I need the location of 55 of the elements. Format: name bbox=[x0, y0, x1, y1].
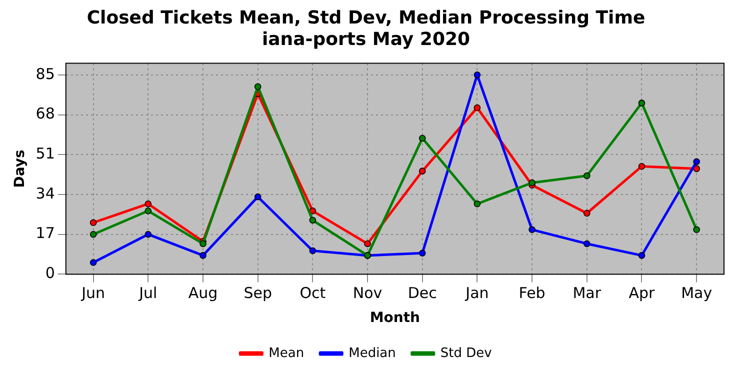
x-tick-label: Nov bbox=[352, 284, 382, 302]
point bbox=[638, 162, 646, 170]
point bbox=[200, 252, 206, 259]
point bbox=[90, 219, 97, 226]
x-tick-label: Mar bbox=[572, 284, 602, 302]
point bbox=[638, 100, 646, 106]
x-tick-label: Jun bbox=[80, 284, 106, 302]
point bbox=[90, 259, 97, 266]
point bbox=[309, 208, 316, 214]
x-tick-label: Sep bbox=[244, 284, 272, 302]
legend-label: Std Dev bbox=[440, 346, 492, 361]
point bbox=[528, 226, 536, 234]
y-tick-label: 0 bbox=[45, 264, 55, 282]
point bbox=[583, 240, 590, 248]
point bbox=[474, 72, 481, 78]
point bbox=[254, 193, 262, 200]
point bbox=[583, 172, 590, 180]
y-tick-label: 85 bbox=[36, 64, 55, 83]
y-tick-label: 68 bbox=[36, 104, 55, 123]
chart-title: Closed Tickets Mean, Std Dev, Median Processing Time iana-ports May 2020 bbox=[86, 7, 646, 50]
x-tick-label: Dec bbox=[408, 284, 437, 302]
point bbox=[638, 252, 646, 259]
point bbox=[418, 134, 426, 142]
x-tick-label: May bbox=[681, 284, 712, 302]
point bbox=[528, 179, 536, 186]
x-axis-title: Month bbox=[370, 310, 420, 326]
point bbox=[583, 210, 590, 217]
y-axis-title: Days bbox=[12, 150, 28, 188]
y-tick-label: 17 bbox=[36, 224, 55, 242]
point bbox=[693, 158, 700, 166]
point bbox=[309, 247, 316, 254]
legend-label: Median bbox=[348, 346, 396, 361]
point bbox=[309, 216, 316, 224]
point bbox=[693, 165, 700, 172]
x-tick-label: Jan bbox=[464, 284, 489, 302]
point bbox=[474, 104, 481, 112]
x-tick-label: Feb bbox=[518, 284, 546, 302]
point bbox=[693, 226, 700, 234]
point bbox=[364, 240, 371, 248]
point bbox=[90, 230, 97, 238]
point bbox=[200, 240, 206, 248]
x-tick-label: Aug bbox=[188, 284, 218, 302]
point bbox=[144, 200, 152, 208]
x-tick-label: Oct bbox=[300, 284, 326, 302]
point bbox=[474, 200, 481, 208]
x-tick-label: Apr bbox=[628, 284, 656, 302]
point bbox=[254, 83, 262, 90]
point bbox=[418, 168, 426, 174]
legend-label: Mean bbox=[268, 346, 304, 361]
y-tick-label: 34 bbox=[36, 184, 55, 202]
point bbox=[144, 230, 152, 238]
x-tick-label: Jul bbox=[138, 284, 158, 302]
y-tick-label: 51 bbox=[36, 144, 55, 163]
point bbox=[418, 250, 426, 256]
point bbox=[144, 208, 152, 214]
